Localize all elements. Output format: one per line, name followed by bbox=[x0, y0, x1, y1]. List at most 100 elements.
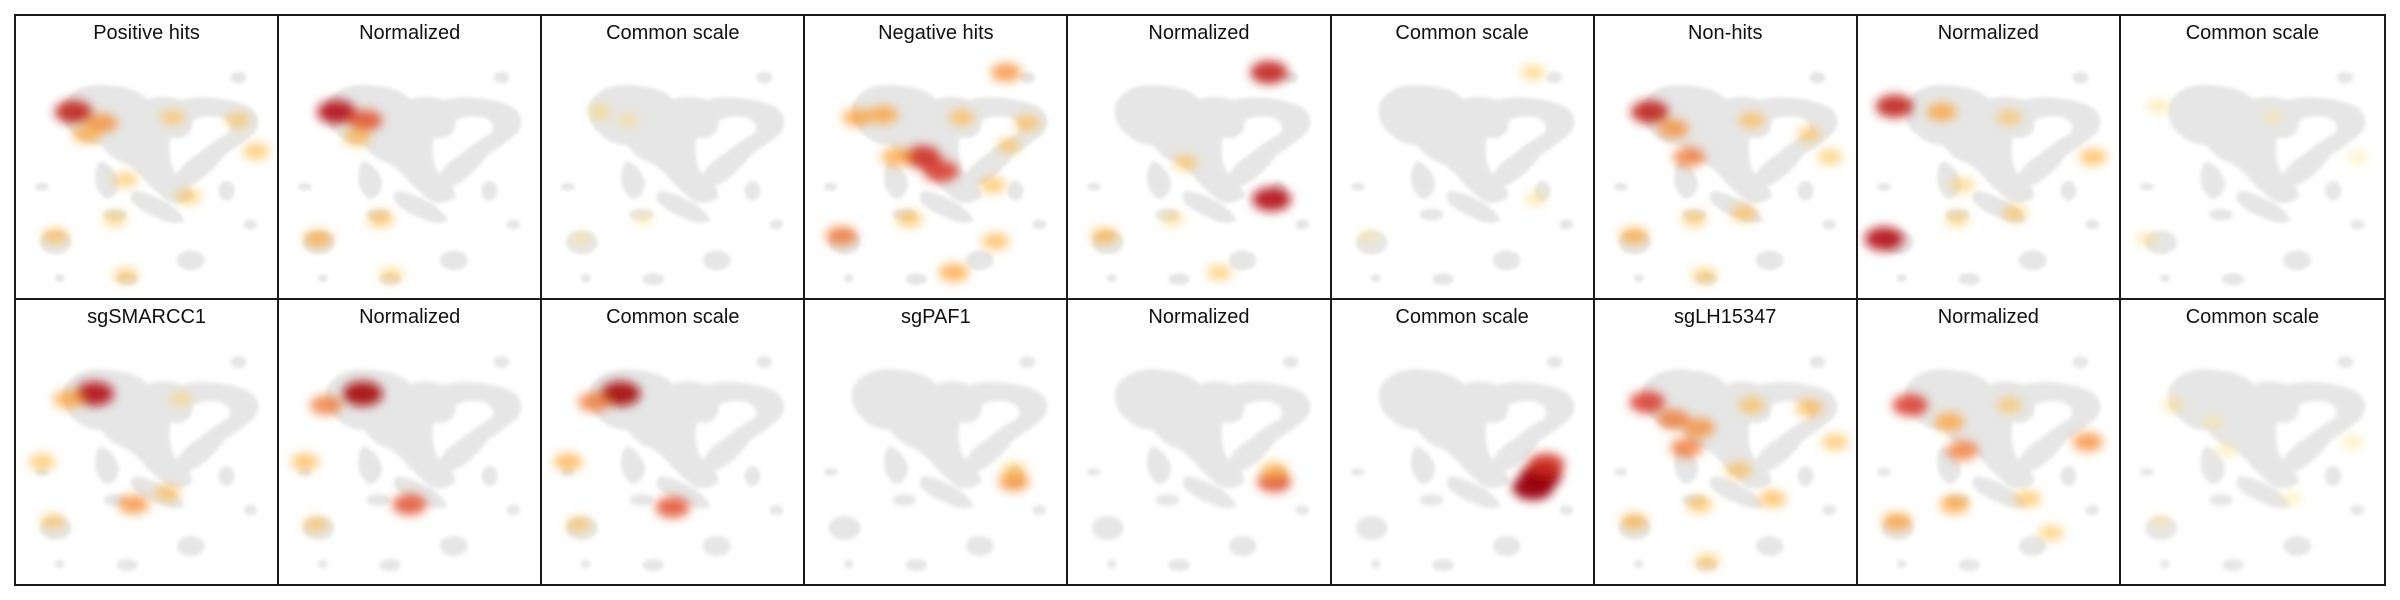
umap-cluster bbox=[1431, 273, 1454, 286]
umap-cluster bbox=[1147, 160, 1172, 199]
density-hotspot bbox=[939, 263, 970, 282]
panel-title: Common scale bbox=[606, 22, 740, 44]
umap-cluster bbox=[1822, 219, 1836, 230]
density-hotspot bbox=[1881, 512, 1912, 531]
umap-cluster bbox=[54, 560, 65, 568]
umap-cluster bbox=[703, 536, 731, 556]
umap-cluster bbox=[325, 369, 456, 489]
density-layer bbox=[1864, 94, 2107, 251]
density-hotspot bbox=[588, 104, 612, 119]
umap-cluster bbox=[1613, 468, 1628, 476]
density-panel: sgPAF1 bbox=[805, 300, 1069, 584]
density-hotspot bbox=[113, 267, 139, 284]
umap-cluster bbox=[1168, 559, 1191, 571]
umap-cluster bbox=[1350, 468, 1365, 476]
density-layer bbox=[1881, 394, 2103, 541]
density-panel: Negative hits bbox=[805, 16, 1069, 300]
umap-cluster bbox=[919, 190, 975, 223]
umap-cluster bbox=[506, 219, 521, 230]
density-hotspot bbox=[1758, 490, 1786, 508]
umap-cluster bbox=[493, 71, 510, 84]
umap-cluster bbox=[642, 273, 665, 286]
umap-cluster bbox=[1087, 182, 1102, 191]
umap-density-plot bbox=[1613, 71, 1843, 286]
density-hotspot bbox=[570, 232, 592, 246]
umap-cluster bbox=[1972, 476, 2027, 509]
density-layer bbox=[29, 381, 192, 530]
umap-cluster bbox=[1755, 536, 1784, 556]
density-panel: Normalized bbox=[1068, 16, 1332, 300]
umap-cluster bbox=[1087, 468, 1102, 476]
density-hotspot bbox=[160, 109, 186, 126]
density-layer bbox=[998, 462, 1030, 492]
panel-title: Normalized bbox=[1148, 22, 1250, 44]
density-hotspot bbox=[566, 516, 592, 533]
umap-cluster bbox=[506, 505, 521, 515]
umap-cluster bbox=[481, 466, 498, 486]
umap-cluster bbox=[95, 160, 120, 199]
density-layer bbox=[1620, 391, 1849, 570]
umap-cluster bbox=[829, 516, 861, 540]
umap-cluster bbox=[892, 494, 917, 506]
umap-cluster bbox=[1032, 505, 1047, 515]
density-hotspot bbox=[2202, 415, 2224, 429]
density-hotspot bbox=[1520, 65, 1545, 80]
density-hotspot bbox=[1620, 513, 1648, 530]
panel-title: Normalized bbox=[1148, 306, 1250, 328]
density-hotspot bbox=[103, 211, 128, 227]
umap-cluster bbox=[176, 250, 205, 271]
umap-cluster bbox=[1295, 505, 1310, 515]
density-hotspot bbox=[1795, 399, 1823, 417]
panel-title: Non-hits bbox=[1687, 22, 1763, 44]
density-layer bbox=[303, 99, 404, 283]
umap-cluster bbox=[680, 382, 785, 471]
density-panel: Normalized bbox=[279, 300, 543, 584]
density-hotspot bbox=[617, 113, 640, 128]
density-hotspot bbox=[1619, 227, 1649, 245]
density-hotspot bbox=[72, 125, 101, 144]
umap-cluster bbox=[2221, 273, 2244, 286]
density-hotspot bbox=[990, 62, 1022, 82]
density-hotspot bbox=[169, 392, 192, 407]
umap-cluster bbox=[1996, 382, 2101, 471]
umap-cluster bbox=[905, 559, 928, 571]
density-hotspot bbox=[1730, 205, 1757, 222]
umap-density-plot bbox=[1613, 356, 1849, 571]
umap-cluster bbox=[243, 219, 258, 230]
umap-cluster bbox=[317, 274, 328, 283]
umap-cluster bbox=[1558, 505, 1573, 515]
umap-background bbox=[1613, 356, 1838, 571]
umap-density-plot bbox=[1350, 65, 1574, 286]
umap-cluster bbox=[2085, 505, 2100, 515]
umap-cluster bbox=[1370, 274, 1381, 283]
density-panel: Normalized bbox=[1857, 16, 2121, 300]
umap-cluster bbox=[1007, 180, 1024, 201]
umap-cluster bbox=[1470, 382, 1574, 471]
density-hotspot bbox=[1681, 211, 1707, 227]
umap-cluster bbox=[656, 476, 711, 509]
umap-background bbox=[1350, 356, 1574, 571]
umap-cluster bbox=[1107, 274, 1118, 283]
umap-cluster bbox=[130, 190, 185, 223]
density-hotspot bbox=[2038, 525, 2064, 541]
umap-cluster bbox=[1492, 250, 1521, 271]
umap-cluster bbox=[1183, 190, 1238, 223]
umap-cluster bbox=[2208, 494, 2233, 506]
umap-cluster bbox=[1613, 182, 1628, 191]
umap-cluster bbox=[1958, 273, 1980, 286]
umap-background bbox=[2139, 356, 2366, 571]
density-hotspot bbox=[1511, 474, 1554, 501]
density-hotspot bbox=[113, 171, 139, 188]
umap-cluster bbox=[2018, 536, 2047, 556]
panel-title: Normalized bbox=[1937, 22, 2039, 44]
umap-cluster bbox=[621, 160, 646, 199]
density-hotspot bbox=[980, 177, 1007, 194]
umap-cluster bbox=[2168, 84, 2299, 203]
density-hotspot bbox=[29, 453, 56, 470]
umap-density-plot bbox=[291, 356, 522, 571]
density-hotspot bbox=[578, 392, 611, 413]
density-hotspot bbox=[1683, 418, 1715, 438]
density-hotspot bbox=[825, 226, 858, 246]
density-hotspot bbox=[348, 109, 383, 131]
density-layer bbox=[42, 100, 270, 284]
